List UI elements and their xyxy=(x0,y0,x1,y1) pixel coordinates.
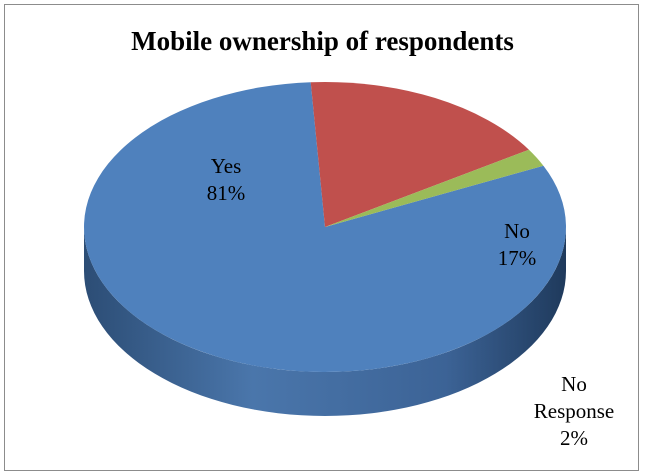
pie-slice-no xyxy=(310,81,529,227)
chart-title: Mobile ownership of respondents xyxy=(131,26,514,56)
data-label-no-response: No Response 2% xyxy=(534,372,615,450)
pie-slice-yes xyxy=(84,82,567,372)
pie-slice-no-response xyxy=(325,149,544,227)
data-label-no: No 17% xyxy=(498,219,537,270)
pie-side-yes xyxy=(84,227,566,416)
data-label-yes: Yes 81% xyxy=(207,154,246,205)
